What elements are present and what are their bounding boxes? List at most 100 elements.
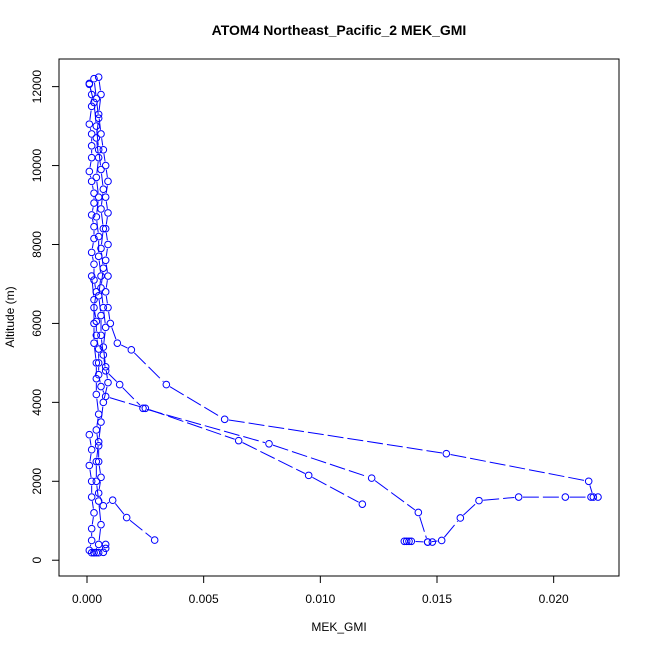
y-axis-label: Altitude (m) [3, 286, 17, 347]
data-point [220, 415, 229, 424]
data-point [367, 474, 376, 482]
series-line-segment [100, 252, 104, 265]
series-line-segment [89, 161, 92, 168]
data-point [85, 461, 94, 470]
series-line-segment [96, 445, 99, 458]
data-point [475, 496, 483, 505]
data-point [101, 544, 110, 553]
series-line-segment [108, 373, 118, 382]
data-point [92, 331, 101, 340]
data-point [85, 167, 94, 176]
data-point [90, 509, 98, 517]
series-2 [90, 74, 602, 546]
data-point [101, 256, 110, 265]
series-line-segment [98, 153, 102, 166]
data-point [94, 489, 103, 497]
data-point [94, 441, 103, 450]
series-line-segment [450, 453, 585, 481]
series-line-segment [312, 476, 359, 503]
series-line-segment [96, 485, 99, 497]
data-point [97, 244, 105, 253]
data-point [90, 222, 98, 231]
series-line-segment [105, 370, 108, 379]
data-point [584, 477, 593, 486]
series-line-segment [146, 408, 266, 444]
series-line-segment [108, 311, 111, 320]
data-point [104, 303, 112, 312]
data-point [514, 493, 523, 501]
series-line-segment [419, 516, 427, 539]
series-line-segment [96, 142, 99, 154]
series-line-segment [96, 201, 99, 213]
data-point [97, 331, 105, 340]
data-point [97, 272, 105, 280]
data-point [94, 110, 103, 119]
series-line-segment [96, 181, 99, 194]
series-line-segment [105, 216, 108, 225]
series-line-segment [93, 82, 97, 95]
data-point [85, 546, 94, 555]
x-tick-label: 0.015 [422, 592, 452, 606]
data-point [97, 284, 105, 292]
series-line-segment [98, 465, 101, 474]
series-line-segment [100, 339, 104, 351]
data-point [101, 323, 110, 332]
data-point [561, 493, 570, 501]
series-line-segment [103, 386, 108, 399]
data-point [92, 426, 101, 434]
series-line-segment [105, 201, 108, 209]
series-line-segment [100, 272, 104, 284]
data-point [162, 380, 171, 389]
series-line-segment [91, 207, 94, 211]
series-line-segment [91, 501, 94, 509]
data-point [456, 514, 465, 522]
series-line-segment [98, 505, 102, 521]
data-point [94, 457, 103, 466]
data-point [90, 234, 98, 243]
data-point [87, 142, 96, 150]
series-7 [400, 537, 437, 546]
data-point [97, 311, 105, 320]
data-point [94, 540, 103, 549]
data-point [94, 153, 103, 162]
data-point [101, 366, 110, 375]
series-line-segment [96, 161, 99, 174]
series-line-segment [105, 232, 108, 241]
data-point [87, 90, 96, 99]
chart-title: ATOM4 Northeast_Pacific_2 MEK_GMI [212, 22, 467, 38]
series-line-segment [100, 292, 104, 304]
y-tick-label: 0 [30, 557, 44, 564]
data-point [87, 153, 96, 162]
x-axis-label: MEK_GMI [311, 620, 366, 634]
series-line-segment [91, 256, 94, 261]
series-1 [85, 79, 367, 508]
series-line-segment [95, 547, 98, 550]
data-point [92, 477, 101, 486]
data-point [92, 122, 101, 130]
series-line-segment [94, 311, 97, 318]
data-point [442, 449, 451, 458]
series-line-segment [242, 442, 306, 474]
series-line-segment [105, 280, 108, 288]
data-point [358, 500, 367, 508]
data-point [92, 134, 101, 142]
data-point [402, 537, 411, 546]
series-line-segment [91, 185, 94, 190]
series-line-segment [103, 359, 106, 367]
data-point [234, 436, 243, 445]
series-line-segment [94, 284, 97, 288]
data-point [94, 345, 103, 353]
data-point [101, 193, 110, 201]
series-line-segment [98, 98, 102, 111]
data-point [87, 177, 96, 186]
data-point [87, 524, 96, 533]
series-line-segment [120, 344, 128, 349]
series-line-segment [96, 434, 99, 442]
data-point [437, 536, 446, 545]
data-point [589, 493, 598, 501]
data-point [92, 213, 101, 221]
data-point [92, 374, 101, 383]
series-line-segment [109, 397, 142, 408]
series-line-segment [96, 418, 99, 426]
